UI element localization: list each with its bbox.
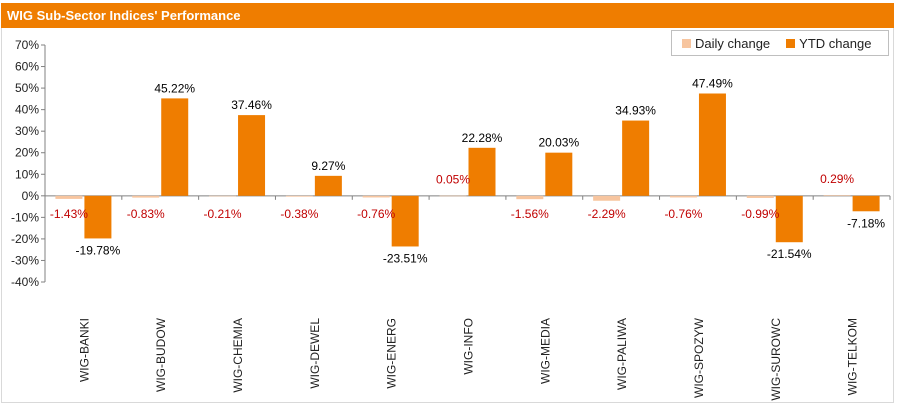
x-category-label: WIG-PALIWA: [615, 318, 629, 390]
ytd-change-label: 37.46%: [231, 98, 272, 112]
x-category-label: WIG-SUROWC: [769, 318, 783, 401]
daily-change-label: -0.38%: [280, 207, 318, 221]
ytd-change-bar: [391, 195, 419, 247]
bar-layer: [55, 93, 880, 247]
daily-change-bar: [362, 195, 390, 198]
ytd-change-label: -7.18%: [847, 216, 885, 230]
ytd-change-bar: [545, 152, 573, 196]
x-category-label: WIG-INFO: [462, 318, 476, 375]
daily-change-label: -0.99%: [741, 207, 779, 221]
legend-item-ytd: YTD change: [786, 36, 871, 51]
y-tick-label: 70%: [15, 38, 39, 52]
daily-change-label: -0.21%: [204, 207, 242, 221]
x-category-label: WIG-BANKI: [77, 318, 91, 382]
daily-change-label: -1.56%: [511, 207, 549, 221]
daily-change-label: -0.83%: [127, 207, 165, 221]
chart-frame: [1, 28, 894, 403]
ytd-change-label: 45.22%: [154, 81, 195, 95]
data-label-layer: -1.43% -19.78% -0.83% 45.22% -0.21% 37.46% -0.…: [50, 76, 886, 265]
ytd-change-bar: [238, 115, 266, 196]
daily-change-bar: [669, 195, 697, 198]
legend-swatch-daily: [682, 38, 691, 48]
daily-change-bar: [285, 195, 313, 197]
legend-label-ytd: YTD change: [799, 35, 872, 51]
y-tick-label: 20%: [15, 146, 39, 160]
x-category-label: WIG-ENERG: [385, 318, 399, 389]
y-tick-label: 30%: [15, 124, 39, 138]
daily-change-label: -1.43%: [50, 207, 88, 221]
y-tick-label: 10%: [15, 167, 39, 181]
ytd-change-label: 9.27%: [311, 159, 345, 173]
ytd-change-label: 22.28%: [462, 131, 503, 145]
daily-change-bar: [132, 195, 160, 198]
daily-change-label: 0.29%: [820, 172, 854, 186]
y-tick-label: 0%: [22, 189, 40, 203]
x-category-label: WIG-SPOZYW: [692, 317, 706, 398]
ytd-change-label: -23.51%: [383, 251, 428, 265]
chart-title-bar: WIG Sub-Sector Indices' Performance: [1, 3, 894, 28]
daily-change-label: -0.76%: [664, 207, 702, 221]
daily-change-label: -2.29%: [588, 207, 626, 221]
ytd-change-bar: [775, 195, 803, 243]
ytd-change-bar: [468, 147, 496, 196]
ytd-change-label: -21.54%: [767, 247, 812, 261]
y-tick-label: 60%: [15, 60, 39, 74]
chart-legend: Daily change YTD change: [671, 30, 889, 56]
ytd-change-label: 20.03%: [538, 136, 579, 150]
ytd-change-bar: [852, 195, 880, 212]
ytd-change-label: 34.93%: [615, 104, 656, 118]
daily-change-bar: [55, 195, 83, 199]
y-tick-label: 40%: [15, 103, 39, 117]
daily-change-bar: [823, 195, 851, 196]
ytd-change-bar: [622, 120, 650, 196]
ytd-change-label: -19.78%: [76, 243, 121, 257]
ytd-change-label: 47.49%: [692, 76, 733, 90]
x-category-label: WIG-BUDOW: [154, 317, 168, 392]
x-category-label: WIG-TELKOM: [846, 318, 860, 395]
y-tick-label: -20%: [11, 232, 39, 246]
y-tick-label: -30%: [11, 253, 39, 267]
daily-change-label: 0.05%: [436, 173, 470, 187]
daily-change-bar: [209, 195, 237, 197]
ytd-change-bar: [314, 175, 342, 196]
ytd-change-bar: [698, 93, 726, 196]
daily-change-bar: [439, 195, 467, 197]
chart-title: WIG Sub-Sector Indices' Performance: [7, 8, 241, 23]
daily-change-label: -0.76%: [357, 207, 395, 221]
y-tick-label: -10%: [11, 210, 39, 224]
x-category-label: WIG-MEDIA: [538, 318, 552, 384]
x-category-label: WIG-CHEMIA: [231, 318, 245, 393]
daily-change-bar: [516, 195, 544, 200]
y-tick-label: -40%: [11, 275, 39, 289]
y-tick-label: 50%: [15, 81, 39, 95]
ytd-change-bar: [161, 98, 189, 196]
legend-item-daily: Daily change: [682, 36, 770, 51]
x-category-label: WIG-DEWEL: [308, 318, 322, 389]
ytd-change-bar: [84, 195, 112, 239]
daily-change-bar: [593, 195, 621, 201]
legend-label-daily: Daily change: [695, 35, 771, 51]
legend-swatch-ytd: [786, 38, 796, 48]
daily-change-bar: [746, 195, 774, 198]
